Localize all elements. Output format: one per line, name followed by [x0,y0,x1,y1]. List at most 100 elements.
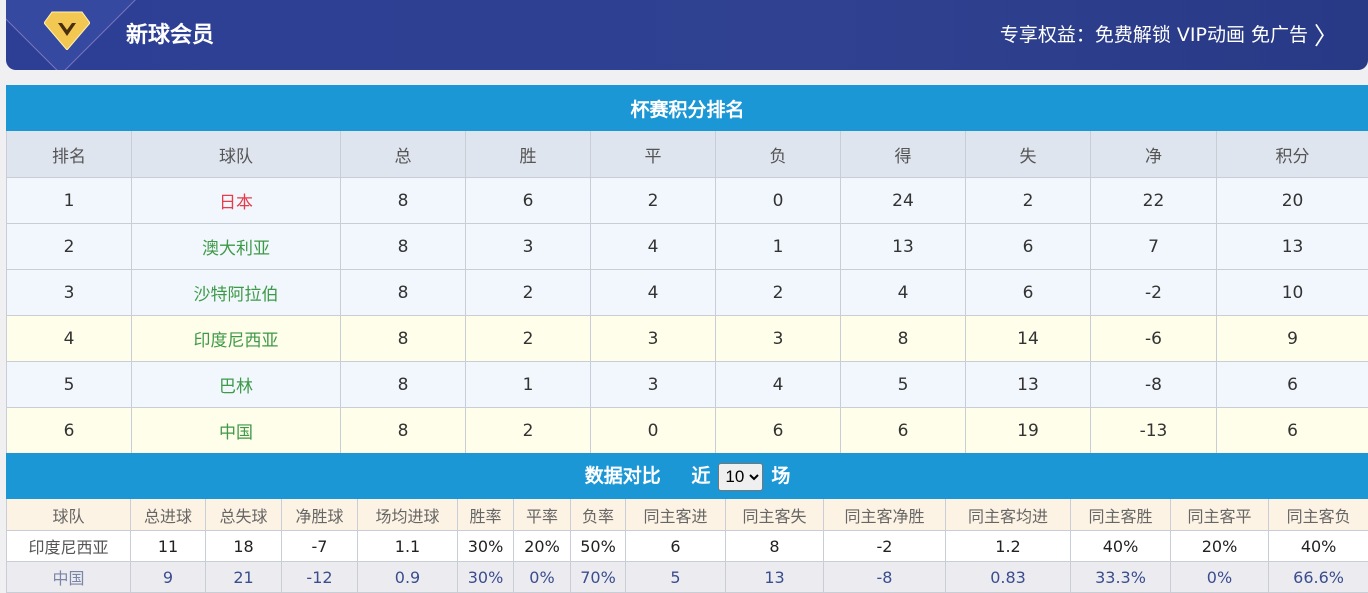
table-cell: 66.6% [1269,562,1368,593]
table-cell: 4 [591,270,716,316]
column-header: 负率 [571,499,626,531]
table-cell: 6 [841,408,966,454]
table-cell: 1 [466,362,591,408]
team-link[interactable]: 澳大利亚 [132,224,341,270]
table-cell: 8 [341,178,466,224]
column-header: 场均进球 [358,499,458,531]
table-cell: 2 [7,224,132,270]
table-cell: 0 [591,408,716,454]
column-header[interactable]: 得 [841,131,966,178]
table-cell: 1 [716,224,841,270]
team-link[interactable]: 沙特阿拉伯 [132,270,341,316]
table-cell: 14 [966,316,1091,362]
table-cell: 20 [1217,178,1368,224]
table-cell: -13 [1091,408,1217,454]
team-link[interactable]: 巴林 [132,362,341,408]
table-cell: 20% [1171,531,1269,562]
table-cell: 2 [466,270,591,316]
table-cell: 13 [1217,224,1368,270]
column-header: 同主客负 [1269,499,1368,531]
column-header[interactable]: 积分 [1217,131,1368,178]
table-cell: 8 [341,362,466,408]
team-link[interactable]: 印度尼西亚 [132,316,341,362]
table-cell: 22 [1091,178,1217,224]
table-cell: 11 [131,531,206,562]
column-header[interactable]: 净 [1091,131,1217,178]
table-cell: 2 [466,408,591,454]
team-link[interactable]: 中国 [132,408,341,454]
table-cell: 24 [841,178,966,224]
compare-title: 数据对比 [585,465,661,487]
table-cell: 4 [716,362,841,408]
table-cell: 8 [341,224,466,270]
table-cell: 8 [726,531,824,562]
table-cell: 18 [206,531,282,562]
team-name: 印度尼西亚 [7,531,131,562]
table-cell: 0% [1171,562,1269,593]
chevron-right-icon[interactable]: 〉 [1314,16,1338,51]
table-cell: 0.83 [946,562,1071,593]
table-cell: 3 [466,224,591,270]
column-header[interactable]: 总 [341,131,466,178]
table-cell: 8 [841,316,966,362]
table-cell: 5 [841,362,966,408]
table-cell: 1 [7,178,132,224]
table-cell: 8 [341,408,466,454]
table-cell: 10 [1217,270,1368,316]
team-link[interactable]: 日本 [132,178,341,224]
recent-suffix: 场 [771,465,790,487]
table-cell: -7 [282,531,358,562]
table-cell: 40% [1269,531,1368,562]
table-cell: 6 [966,270,1091,316]
table-cell: -8 [824,562,946,593]
table-cell: 2 [466,316,591,362]
table-cell: 2 [591,178,716,224]
table-cell: 20% [514,531,571,562]
vip-banner[interactable]: 新球会员 专享权益：免费解锁 VIP动画 免广告 〉 [6,0,1368,70]
table-cell: 33.3% [1071,562,1171,593]
table-cell: 6 [7,408,132,454]
table-cell: 6 [1217,408,1368,454]
table-cell: -6 [1091,316,1217,362]
table-cell: 70% [571,562,626,593]
table-cell: 4 [7,316,132,362]
table-cell: 50% [571,531,626,562]
standings-title: 杯赛积分排名 [7,86,1368,131]
column-header[interactable]: 负 [716,131,841,178]
column-header: 净胜球 [282,499,358,531]
column-header: 同主客失 [726,499,824,531]
table-cell: 19 [966,408,1091,454]
column-header: 同主客进 [626,499,726,531]
column-header[interactable]: 平 [591,131,716,178]
table-cell: 6 [626,531,726,562]
column-header[interactable]: 排名 [7,131,132,178]
vip-benefits-link[interactable]: 专享权益：免费解锁 VIP动画 免广告 [1000,20,1308,47]
banner-title: 新球会员 [126,17,214,49]
vip-diamond-icon [44,10,90,50]
column-header[interactable]: 失 [966,131,1091,178]
column-header: 平率 [514,499,571,531]
table-cell: 4 [591,224,716,270]
table-cell: 2 [966,178,1091,224]
table-cell: -12 [282,562,358,593]
table-cell: -2 [1091,270,1217,316]
column-header[interactable]: 胜 [466,131,591,178]
table-cell: 3 [591,362,716,408]
column-header[interactable]: 球队 [132,131,341,178]
column-header: 总失球 [206,499,282,531]
recent-prefix: 近 [691,465,710,487]
table-cell: 5 [7,362,132,408]
table-cell: 6 [716,408,841,454]
table-cell: -8 [1091,362,1217,408]
recent-matches-select[interactable]: 10 [718,463,763,491]
table-cell: 40% [1071,531,1171,562]
table-cell: 0% [514,562,571,593]
table-cell: 9 [131,562,206,593]
table-cell: 6 [966,224,1091,270]
